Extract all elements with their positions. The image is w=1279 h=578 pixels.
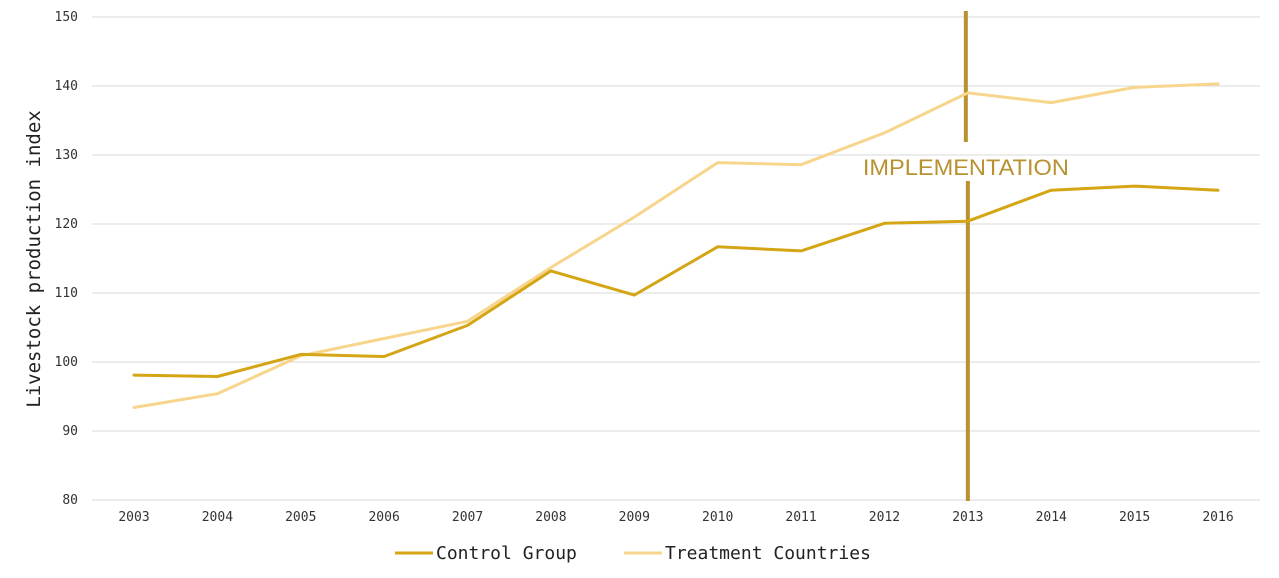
x-tick-label: 2014 [1036, 510, 1067, 525]
y-tick-label: 140 [55, 79, 78, 94]
x-tick-label: 2003 [118, 510, 149, 525]
y-tick-label: 130 [55, 148, 78, 163]
y-tick-label: 100 [55, 355, 78, 370]
x-tick-label: 2013 [952, 510, 983, 525]
y-tick-label: 90 [62, 424, 78, 439]
legend-label-control-group: Control Group [436, 543, 577, 564]
y-tick-label: 150 [55, 10, 78, 25]
x-tick-label: 2006 [368, 510, 399, 525]
y-axis-title: Livestock production index [23, 110, 45, 407]
y-tick-label: 110 [55, 286, 78, 301]
legend-label-treatment-countries: Treatment Countries [665, 543, 871, 564]
x-tick-label: 2004 [202, 510, 233, 525]
x-tick-label: 2007 [452, 510, 483, 525]
series-line-treatment-countries [132, 82, 1220, 409]
x-tick-label: 2012 [869, 510, 900, 525]
y-axis: 80 90 100 110 120 130 140 150 [55, 10, 78, 508]
series-line-control-group [132, 184, 1220, 378]
x-tick-label: 2010 [702, 510, 733, 525]
y-tick-label: 120 [55, 217, 78, 232]
x-tick-label: 2016 [1202, 510, 1233, 525]
x-axis: 2003 2004 2005 2006 2007 2008 2009 2010 2011 2012… [118, 510, 1233, 525]
gridlines [92, 16, 1260, 501]
series [132, 82, 1220, 409]
y-tick-label: 80 [62, 493, 78, 508]
x-tick-label: 2015 [1119, 510, 1150, 525]
x-tick-label: 2011 [785, 510, 816, 525]
implementation-label: IMPLEMENTATION [863, 155, 1069, 180]
x-tick-label: 2009 [619, 510, 650, 525]
x-tick-label: 2005 [285, 510, 316, 525]
x-tick-label: 2008 [535, 510, 566, 525]
implementation-annotation: IMPLEMENTATION [863, 11, 1069, 501]
legend: Control Group Treatment Countries [395, 543, 871, 564]
